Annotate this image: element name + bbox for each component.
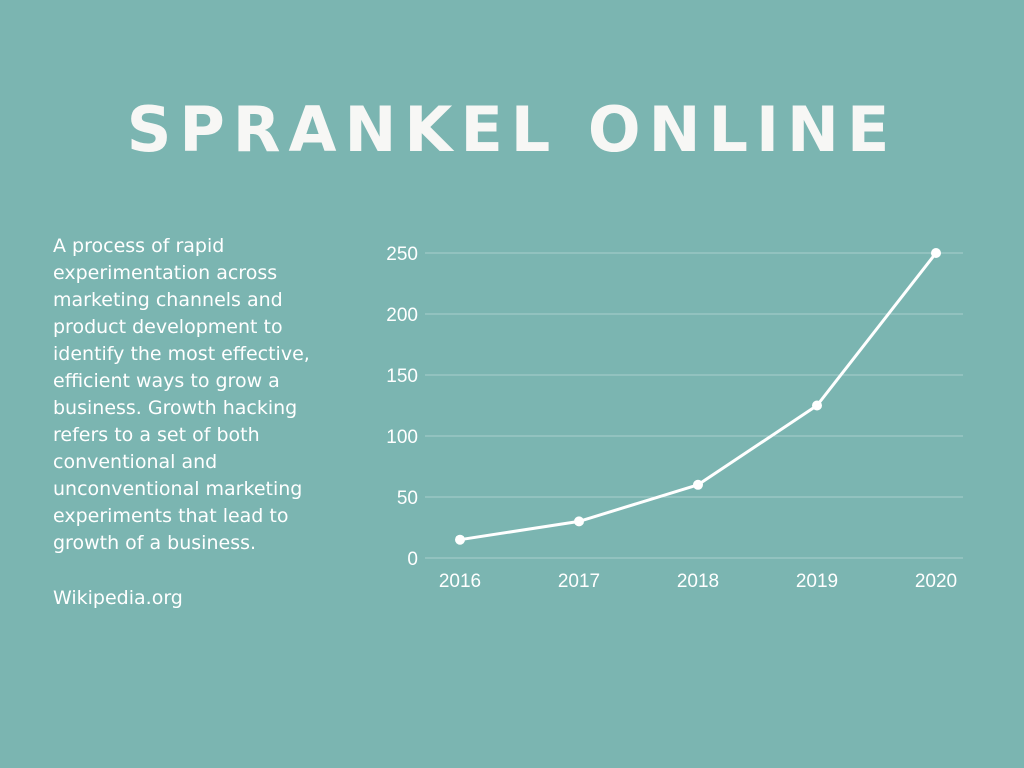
chart-series [455, 248, 941, 545]
data-point [574, 516, 584, 527]
y-tick-label: 50 [397, 488, 418, 509]
chart-gridlines [425, 252, 963, 559]
data-point [812, 400, 822, 411]
y-tick-label: 0 [407, 549, 418, 570]
x-tick-label: 2019 [796, 571, 838, 592]
y-tick-label: 150 [386, 366, 418, 387]
y-axis-ticks: 0 50 100 150 200 250 [386, 244, 418, 570]
data-point [693, 479, 703, 490]
source-text: Wikipedia.org [53, 587, 183, 609]
x-tick-label: 2016 [439, 571, 481, 592]
data-point [455, 534, 465, 545]
data-point [931, 248, 941, 258]
description-text: A process of rapid experimentation acros… [53, 235, 310, 554]
page-title: SPRANKEL ONLINE [126, 93, 898, 166]
y-tick-label: 100 [386, 427, 418, 448]
x-tick-label: 2018 [677, 571, 719, 592]
x-axis-ticks: 2016 2017 2018 2019 2020 [439, 571, 957, 592]
x-tick-label: 2017 [558, 571, 600, 592]
y-tick-label: 250 [386, 244, 418, 265]
x-tick-label: 2020 [915, 571, 957, 592]
y-tick-label: 200 [386, 305, 418, 326]
